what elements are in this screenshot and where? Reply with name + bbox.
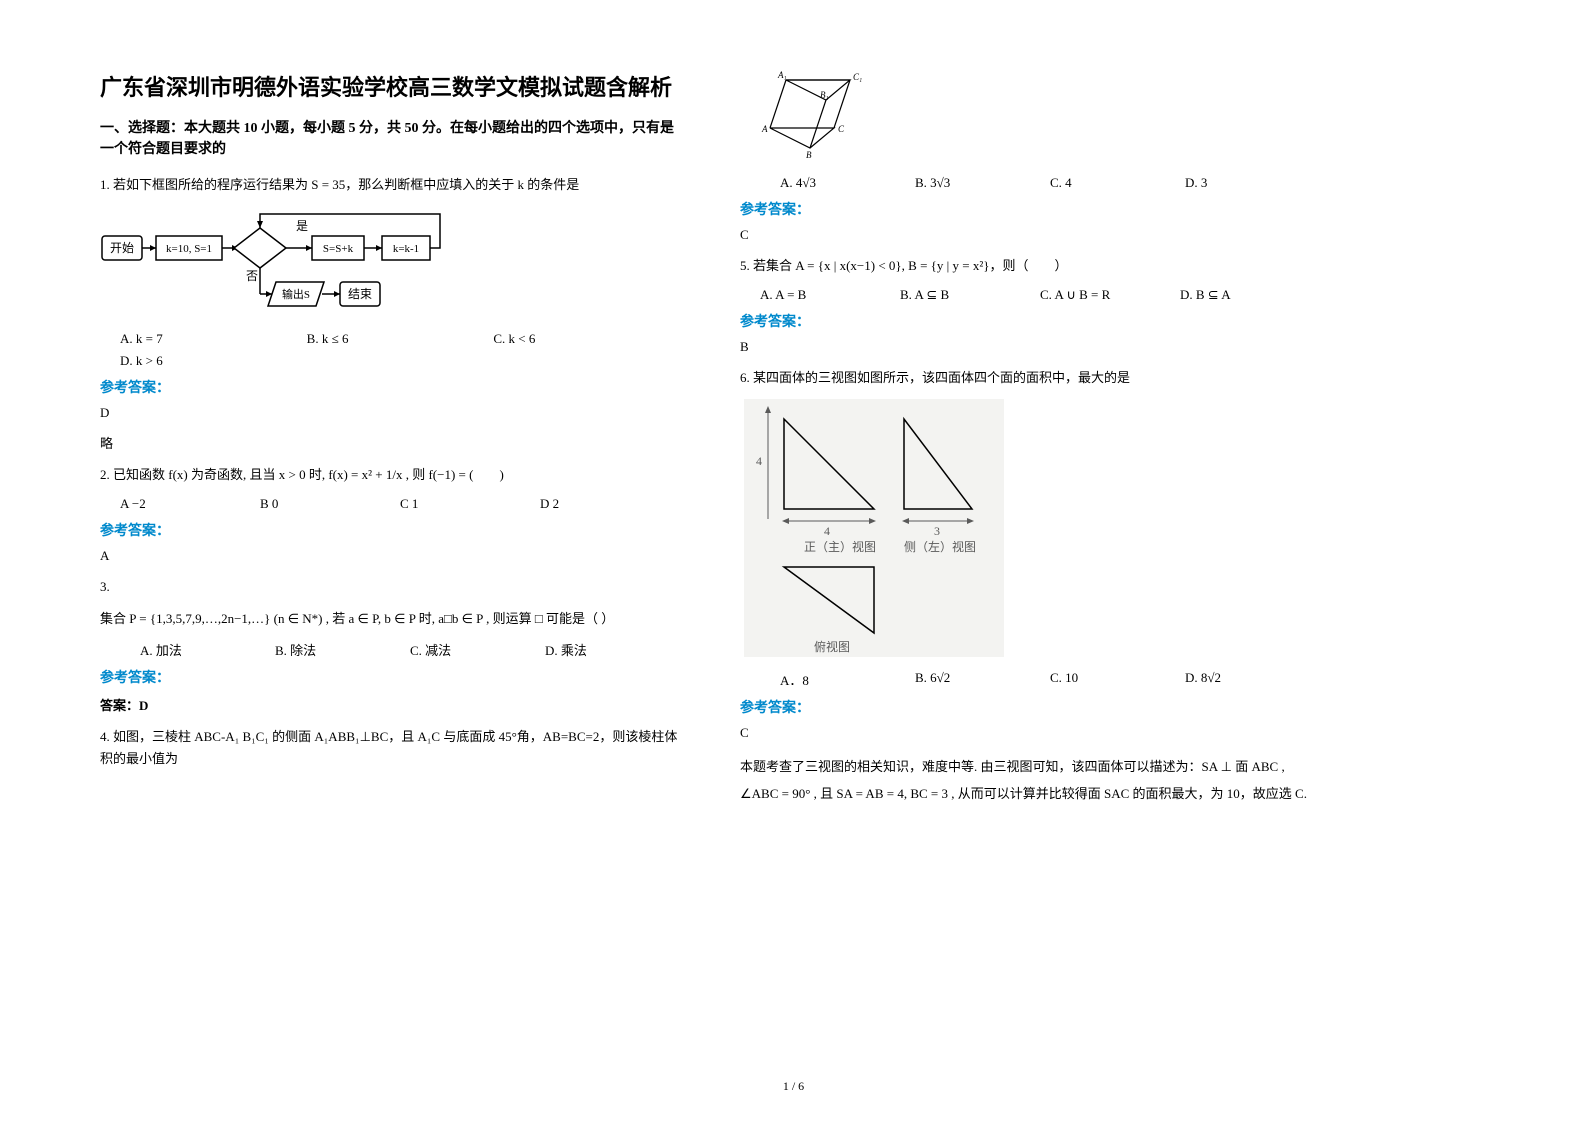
q5-optD: D. B ⊆ A (1180, 287, 1320, 303)
q1-optC: C. k < 6 (493, 331, 680, 347)
q2-text: 2. 已知函数 f(x) 为奇函数, 且当 x > 0 时, f(x) = x²… (100, 464, 680, 486)
q3-answer-label: 参考答案： (100, 667, 680, 687)
q5-text: 5. 若集合 A = {x | x(x−1) < 0}, B = {y | y … (740, 255, 1320, 277)
page-number: 1 / 6 (0, 1079, 1587, 1094)
q1-optD: D. k > 6 (120, 353, 680, 369)
q5-optA: A. A = B (760, 287, 900, 303)
q6-optD: D. 8√2 (1185, 670, 1320, 689)
svg-text:结束: 结束 (348, 287, 372, 301)
flowchart: 开始 k=10, S=1 是 S=S+k k=k (100, 206, 680, 321)
q1-answer: D (100, 405, 680, 421)
svg-text:输出S: 输出S (282, 287, 310, 301)
q6-optC: C. 10 (1050, 670, 1185, 689)
svg-text:k=10, S=1: k=10, S=1 (166, 243, 212, 255)
q6-answer: C (740, 725, 1320, 741)
svg-text:A: A (761, 124, 768, 134)
q3-optD: D. 乘法 (545, 640, 680, 659)
q5-answer: B (740, 339, 1320, 355)
q1-options-1: A. k = 7 B. k ≤ 6 C. k < 6 (100, 331, 680, 347)
q2-optC: C 1 (400, 496, 540, 512)
q4-answer: C (740, 227, 1320, 243)
q3-options: A. 加法 B. 除法 C. 减法 D. 乘法 (100, 640, 680, 659)
q5-answer-label: 参考答案： (740, 311, 1320, 331)
q6-options: A．8 B. 6√2 C. 10 D. 8√2 (740, 670, 1320, 689)
svg-text:3: 3 (934, 524, 940, 538)
section-intro: 一、选择题：本大题共 10 小题，每小题 5 分，共 50 分。在每小题给出的四… (100, 118, 680, 160)
q3-optB: B. 除法 (275, 640, 410, 659)
q6-explain: 本题考查了三视图的相关知识，难度中等. 由三视图可知，该四面体可以描述为：SA … (740, 753, 1320, 808)
svg-text:B₁: B₁ (820, 90, 829, 100)
q3-text: 集合 P = {1,3,5,7,9,…,2n−1,…} (n ∈ N*) , 若… (100, 608, 680, 630)
q2-answer: A (100, 548, 680, 564)
q4-optD: D. 3 (1185, 175, 1320, 191)
q2-optA: A −2 (120, 496, 260, 512)
svg-text:4: 4 (824, 524, 830, 538)
q6-text: 6. 某四面体的三视图如图所示，该四面体四个面的面积中，最大的是 (740, 367, 1320, 389)
q2-answer-label: 参考答案： (100, 520, 680, 540)
q2-optD: D 2 (540, 496, 680, 512)
svg-text:C₁: C₁ (853, 72, 862, 82)
svg-text:4: 4 (756, 454, 762, 468)
q1-text: 1. 若如下框图所给的程序运行结果为 S = 35，那么判断框中应填入的关于 k… (100, 174, 680, 196)
q2-optB: B 0 (260, 496, 400, 512)
q5-optB: B. A ⊆ B (900, 287, 1040, 303)
q6-optB: B. 6√2 (915, 670, 1050, 689)
svg-text:侧（左）视图: 侧（左）视图 (904, 539, 976, 554)
q3-optC: C. 减法 (410, 640, 545, 659)
svg-text:C: C (838, 124, 845, 134)
q6-optA: A．8 (780, 670, 915, 689)
q3-answer: 答案：D (100, 695, 680, 714)
q3-optA: A. 加法 (140, 640, 275, 659)
q1-options-2: D. k > 6 (100, 353, 680, 369)
svg-text:俯视图: 俯视图 (814, 639, 850, 654)
svg-text:否: 否 (246, 269, 258, 283)
q5-optC: C. A ∪ B = R (1040, 287, 1180, 303)
svg-text:正（主）视图: 正（主）视图 (804, 539, 876, 554)
svg-text:k=k-1: k=k-1 (393, 243, 419, 255)
q4-text: 4. 如图，三棱柱 ABC-A₁ B₁C₁ 的侧面 A₁ABB₁⊥BC，且 A₁… (100, 726, 680, 770)
q4-options: A. 4√3 B. 3√3 C. 4 D. 3 (740, 175, 1320, 191)
svg-text:B: B (806, 150, 812, 160)
q1-optB: B. k ≤ 6 (307, 331, 494, 347)
q5-options: A. A = B B. A ⊆ B C. A ∪ B = R D. B ⊆ A (740, 287, 1320, 303)
svg-text:A₁: A₁ (777, 70, 787, 80)
q4-optC: C. 4 (1050, 175, 1185, 191)
prism-diagram: A B C A₁ B₁ C₁ (750, 70, 1320, 165)
three-view-diagram: 4 4 3 正（主）视图 侧（左）视图 俯视图 (744, 399, 1320, 664)
svg-text:S=S+k: S=S+k (323, 243, 354, 255)
q3-num: 3. (100, 576, 680, 598)
q2-options: A −2 B 0 C 1 D 2 (100, 496, 680, 512)
svg-text:是: 是 (296, 219, 308, 233)
q4-answer-label: 参考答案： (740, 199, 1320, 219)
q1-answer-label: 参考答案： (100, 377, 680, 397)
q4-optA: A. 4√3 (780, 175, 915, 191)
page-title: 广东省深圳市明德外语实验学校高三数学文模拟试题含解析 (100, 70, 680, 102)
q1-note: 略 (100, 433, 680, 452)
q6-answer-label: 参考答案： (740, 697, 1320, 717)
svg-text:开始: 开始 (110, 241, 134, 255)
q1-optA: A. k = 7 (120, 331, 307, 347)
q4-optB: B. 3√3 (915, 175, 1050, 191)
